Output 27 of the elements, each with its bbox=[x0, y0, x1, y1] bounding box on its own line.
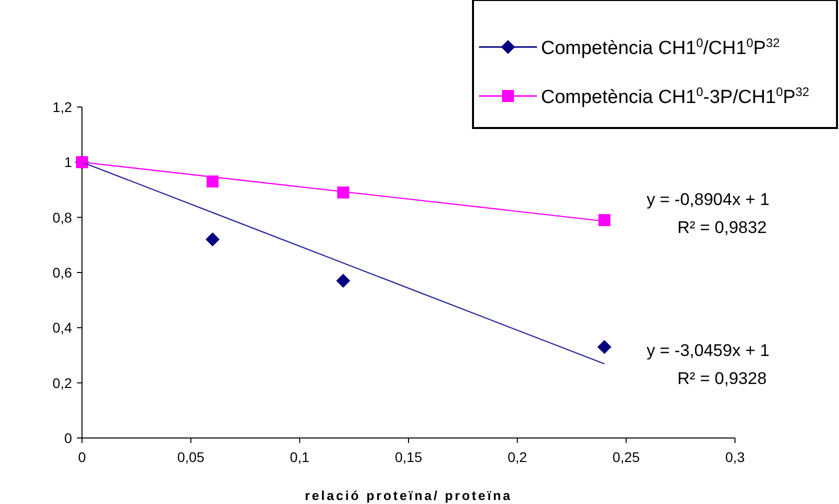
x-tick-label: 0,15 bbox=[394, 449, 422, 465]
x-tick-label: 0,05 bbox=[177, 449, 205, 465]
y-tick-label: 0,2 bbox=[52, 374, 72, 391]
x-tick-label: 0,25 bbox=[612, 449, 640, 465]
y-tick-label: 0 bbox=[64, 430, 72, 446]
y-tick-label: 1 bbox=[64, 154, 72, 170]
y-tick-label: 0,8 bbox=[52, 209, 72, 226]
annotation: y = -3,0459x + 1 bbox=[646, 341, 770, 360]
x-tick-label: 0 bbox=[78, 449, 86, 465]
point bbox=[206, 232, 220, 246]
y-tick-label: 1,2 bbox=[52, 99, 72, 115]
x-tick-label: 0,1 bbox=[290, 449, 310, 465]
legend-label: Competència CH1$^{0}$/CH1$^{0}$P$^{32}$ bbox=[541, 36, 780, 59]
x-tick-label: 0,3 bbox=[725, 449, 745, 465]
point bbox=[336, 274, 350, 288]
annotation: y = -0,8904x + 1 bbox=[646, 190, 770, 209]
legend-label: Competència CH1$^{0}$-3P/CH1$^{0}$P$^{32}$ bbox=[541, 85, 810, 108]
y-tick-label: 0,6 bbox=[52, 264, 72, 280]
point bbox=[206, 175, 219, 188]
y-tick-label: 0,4 bbox=[52, 320, 72, 336]
annotation: R² = 0,9832 bbox=[677, 218, 767, 237]
x-tick-label: 0,2 bbox=[508, 449, 528, 465]
point bbox=[337, 186, 350, 199]
annotation: R² = 0,9328 bbox=[677, 369, 767, 388]
point bbox=[597, 340, 612, 354]
point bbox=[598, 214, 610, 226]
x-axis-title: relació proteïna/ proteïna bbox=[304, 488, 512, 503]
